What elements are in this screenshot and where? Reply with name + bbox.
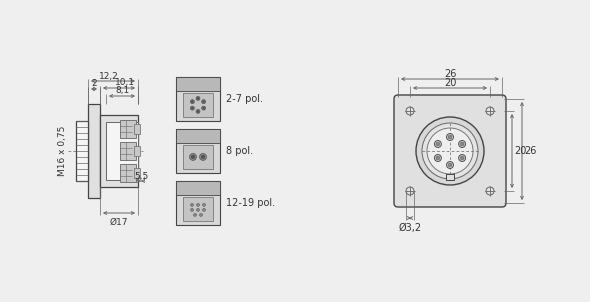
Text: M16 x 0,75: M16 x 0,75 [57,126,67,176]
Circle shape [191,107,194,109]
Circle shape [194,214,196,217]
Text: 12-19 pol.: 12-19 pol. [226,198,275,208]
Circle shape [448,163,452,167]
Bar [134,124,140,134]
Circle shape [460,142,464,146]
Text: 26: 26 [524,146,536,156]
Circle shape [447,162,454,169]
Text: 5,5: 5,5 [134,172,148,181]
Circle shape [202,100,206,104]
Polygon shape [446,174,454,180]
Circle shape [458,155,466,162]
Circle shape [202,204,205,206]
Circle shape [196,208,199,211]
Circle shape [422,123,478,179]
Circle shape [191,100,194,104]
Circle shape [434,140,441,147]
Circle shape [196,204,199,206]
Text: 26: 26 [444,69,456,79]
Text: 20: 20 [514,146,526,156]
Bar [120,120,136,138]
Bar [182,197,214,221]
Text: 10,1: 10,1 [115,79,135,88]
Bar [176,77,220,91]
Circle shape [486,107,494,115]
Circle shape [427,128,473,174]
Bar [176,77,220,121]
Bar [176,181,220,225]
Circle shape [202,101,205,103]
Circle shape [199,153,206,160]
Bar [120,164,136,182]
Circle shape [448,135,452,139]
Bar [182,145,214,169]
FancyBboxPatch shape [394,95,506,207]
Text: Ø3,2: Ø3,2 [398,223,422,233]
Circle shape [197,98,199,99]
Circle shape [458,140,466,147]
Bar [88,104,100,198]
Circle shape [202,107,205,109]
Circle shape [460,156,464,160]
Circle shape [434,155,441,162]
Circle shape [406,187,414,195]
Text: 2-7 pol.: 2-7 pol. [226,94,263,104]
Bar [106,122,138,180]
Circle shape [191,208,194,211]
Circle shape [447,133,454,140]
Text: 2: 2 [91,79,97,88]
Circle shape [436,142,440,146]
Circle shape [202,208,205,211]
Circle shape [436,156,440,160]
Circle shape [416,117,484,185]
Bar [134,168,140,178]
Bar [176,181,220,195]
Circle shape [406,107,414,115]
Circle shape [202,106,206,110]
Circle shape [191,204,194,206]
Text: 20: 20 [444,78,456,88]
Circle shape [197,111,199,112]
Bar [120,142,136,160]
Circle shape [486,187,494,195]
Circle shape [189,153,196,160]
Text: Ø17: Ø17 [110,218,128,227]
Text: 8,1: 8,1 [115,86,129,95]
Text: 8 pol.: 8 pol. [226,146,253,156]
Circle shape [191,106,194,110]
Bar [134,146,140,156]
Bar [76,121,88,181]
Circle shape [191,101,194,103]
Circle shape [191,155,195,159]
Bar [176,129,220,173]
Bar [182,93,214,117]
Circle shape [196,96,200,100]
Circle shape [201,155,205,159]
Bar [176,129,220,143]
Text: 12,2: 12,2 [99,72,119,81]
Bar [100,115,138,187]
Circle shape [199,214,202,217]
Circle shape [196,109,200,113]
